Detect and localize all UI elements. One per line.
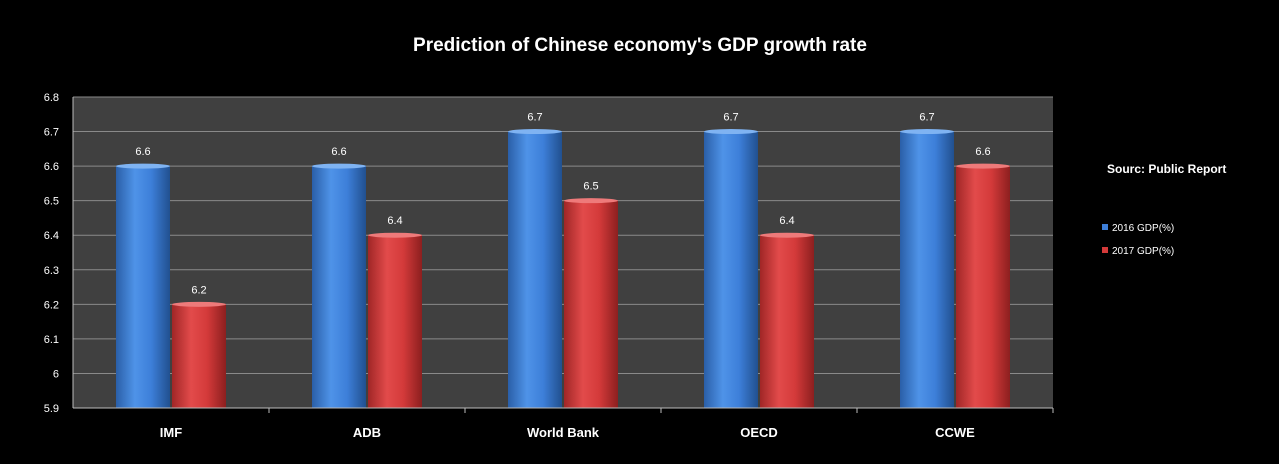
bar-cap	[564, 198, 618, 204]
plot-area	[73, 97, 1053, 408]
y-tick-label: 6.1	[44, 334, 59, 346]
data-label: 6.5	[583, 181, 598, 193]
bar-2017-adb	[368, 235, 422, 408]
y-tick-label: 6	[53, 368, 59, 380]
data-label: 6.7	[527, 112, 542, 124]
y-tick-label: 6.3	[44, 265, 59, 277]
bar-2016-imf	[116, 166, 170, 408]
data-label: 6.6	[135, 146, 150, 158]
x-tick-label: World Bank	[527, 425, 600, 440]
legend: 2016 GDP(%) 2017 GDP(%)	[1102, 223, 1174, 257]
gridlines	[73, 96, 1053, 374]
bar-2016-world-bank	[508, 131, 562, 409]
y-tick-label: 6.6	[44, 161, 59, 173]
data-label: 6.4	[387, 215, 402, 227]
legend-label: 2016 GDP(%)	[1112, 223, 1174, 234]
chart-title: Prediction of Chinese economy's GDP grow…	[413, 35, 867, 56]
x-tick-label: IMF	[160, 425, 182, 440]
bar-cap	[368, 232, 422, 238]
axes: 5.9 6 6.1 6.2 6.3 6.4 6.5 6.6 6.7 6.8 IMF ADB World …	[44, 92, 1054, 440]
y-tick-label: 5.9	[44, 403, 59, 415]
legend-swatch	[1102, 224, 1108, 230]
data-label: 6.4	[779, 215, 794, 227]
x-tick-label: OECD	[740, 425, 778, 440]
bar-cap	[312, 163, 366, 169]
data-label: 6.2	[191, 284, 206, 296]
source-note: Sourc: Public Report	[1107, 162, 1226, 176]
bar-2016-oecd	[704, 131, 758, 409]
bar-2017-imf	[172, 304, 226, 408]
bar-2017-world-bank	[564, 200, 618, 408]
bars: 6.6 6.2 6.6 6.4 6.7 6.5 6.7 6.4 6.7 6.6	[116, 112, 1010, 409]
data-label: 6.6	[975, 146, 990, 158]
y-tick-label: 6.4	[44, 230, 59, 242]
y-tick-label: 6.7	[44, 127, 59, 139]
legend-swatch	[1102, 247, 1108, 253]
x-tick-label: ADB	[353, 425, 381, 440]
x-tick-label: CCWE	[935, 425, 975, 440]
bar-cap	[900, 129, 954, 135]
data-label: 6.7	[919, 112, 934, 124]
bar-cap	[508, 129, 562, 135]
bar-2017-oecd	[760, 235, 814, 408]
bar-2016-ccwe	[900, 131, 954, 409]
bar-cap	[704, 129, 758, 135]
y-tick-label: 6.2	[44, 299, 59, 311]
data-label: 6.7	[723, 112, 738, 124]
bar-2017-ccwe	[956, 166, 1010, 408]
bar-cap	[760, 232, 814, 238]
y-tick-label: 6.8	[44, 92, 59, 104]
bar-2016-adb	[312, 166, 366, 408]
bar-cap	[956, 163, 1010, 169]
data-label: 6.6	[331, 146, 346, 158]
legend-label: 2017 GDP(%)	[1112, 246, 1174, 257]
y-tick-label: 6.5	[44, 196, 59, 208]
bar-cap	[116, 163, 170, 169]
bar-cap	[172, 301, 226, 307]
